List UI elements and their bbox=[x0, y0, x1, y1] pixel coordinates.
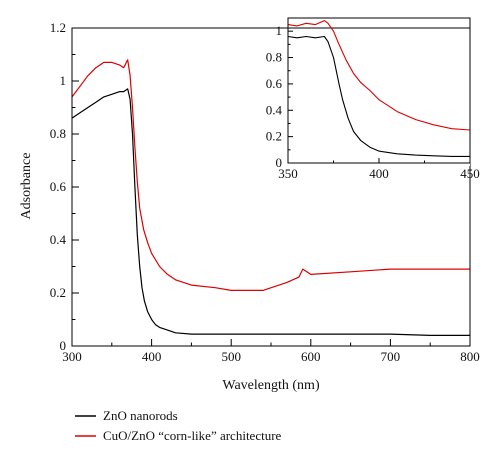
inset-plot: 350 400 450 0 0.2 0.4 0.6 0.8 1 bbox=[266, 17, 480, 181]
inset-x-tick-label-450: 450 bbox=[460, 166, 480, 181]
main-x-tick-label-400: 400 bbox=[142, 349, 162, 364]
main-y-tick-label-0-2: 0.2 bbox=[50, 285, 66, 300]
inset-series-line-zno bbox=[287, 35, 470, 157]
x-axis-title: Wavelength (nm) bbox=[222, 378, 320, 393]
main-x-tick-label-500: 500 bbox=[221, 349, 241, 364]
main-y-tick-label-1-2: 1.2 bbox=[50, 20, 66, 35]
main-y-tick-label-0: 0 bbox=[60, 338, 67, 353]
main-x-tick-label-800: 800 bbox=[460, 349, 480, 364]
inset-background bbox=[283, 38, 470, 166]
main-series-line-cuo-zno bbox=[71, 59, 470, 291]
inset-y-tick-label-0-8: 0.8 bbox=[266, 50, 282, 65]
main-plot: 300 400 500 600 700 800 0 0.2 0.4 0.6 0.8 1 1.2 bbox=[50, 20, 480, 364]
main-x-tick-label-700: 700 bbox=[381, 349, 401, 364]
legend-label-zno: ZnO nanorods bbox=[103, 408, 178, 423]
main-x-tick-label-600: 600 bbox=[301, 349, 321, 364]
inset-y-tick-label-0-6: 0.6 bbox=[266, 76, 283, 91]
legend-label-cuo-zno: CuO/ZnO “corn-like” architecture bbox=[103, 428, 282, 443]
inset-x-tick-label-400: 400 bbox=[369, 166, 389, 181]
inset-y-tick-label-0-4: 0.4 bbox=[266, 102, 283, 117]
main-y-tick-label-0-8: 0.8 bbox=[50, 126, 66, 141]
legend: ZnO nanorods CuO/ZnO “corn-like” archite… bbox=[75, 408, 282, 443]
inset-y-tick-label-0-2: 0.2 bbox=[266, 129, 282, 144]
inset-series-line-cuo-zno bbox=[287, 20, 471, 131]
main-y-tick-label-1: 1 bbox=[60, 73, 67, 88]
y-axis-title: Adsorbance bbox=[19, 153, 34, 220]
main-x-tick-label-300: 300 bbox=[62, 349, 82, 364]
main-y-tick-label-0-4: 0.4 bbox=[50, 232, 67, 247]
inset-y-tick-label-0: 0 bbox=[276, 155, 283, 170]
main-series-line-zno bbox=[71, 88, 470, 336]
inset-x-tick-label-350: 350 bbox=[278, 166, 298, 181]
main-y-tick-label-0-6: 0.6 bbox=[50, 179, 67, 194]
inset-y-tick-label-1: 1 bbox=[276, 23, 283, 38]
